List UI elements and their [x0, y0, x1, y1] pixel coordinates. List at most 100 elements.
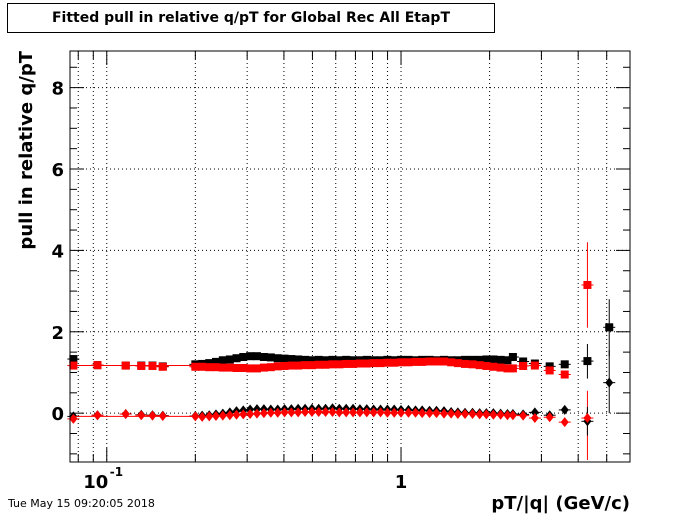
data-point [218, 363, 227, 372]
data-point [321, 406, 330, 417]
data-point [461, 408, 470, 419]
data-point [530, 407, 539, 418]
data-point [461, 355, 470, 364]
data-point [232, 409, 241, 420]
data-point [383, 407, 392, 418]
data-point [440, 357, 449, 366]
data-point [545, 412, 554, 423]
data-point [349, 359, 358, 368]
data-point [137, 410, 146, 421]
data-point [489, 409, 498, 420]
data-point [239, 363, 248, 372]
data-point [475, 355, 484, 364]
data-point [211, 411, 220, 422]
data-point [397, 358, 406, 367]
data-point [447, 358, 456, 367]
data-point [468, 408, 477, 419]
data-point [425, 408, 434, 419]
data-point [508, 353, 517, 362]
data-point [273, 362, 282, 371]
data-point [280, 407, 289, 418]
y-tick-label: 2 [51, 323, 64, 344]
data-point [397, 407, 406, 418]
data-point [447, 408, 456, 419]
data-point [148, 410, 157, 421]
data-point [294, 355, 303, 364]
chart-title: Fitted pull in relative q/pT for Global … [51, 10, 450, 26]
data-point [335, 360, 344, 369]
y-tick-label: 0 [51, 404, 64, 425]
data-point [246, 408, 255, 419]
data-point [404, 358, 413, 367]
data-point [239, 353, 248, 362]
data-point [369, 359, 378, 368]
data-point [301, 406, 310, 417]
data-point [383, 358, 392, 367]
data-point [287, 355, 296, 364]
data-point [508, 410, 517, 421]
data-point [583, 413, 592, 424]
data-point [252, 364, 261, 373]
y-axis-label: pull in relative q/pT [16, 50, 37, 249]
data-point [461, 359, 470, 368]
data-point [411, 407, 420, 418]
data-point [273, 407, 282, 418]
data-point [259, 353, 268, 362]
data-point [390, 407, 399, 418]
data-point [560, 360, 569, 369]
x-axis-label: pT/|q| (GeV/c) [491, 493, 630, 514]
data-point [232, 363, 241, 372]
data-point [545, 366, 554, 375]
data-point [294, 361, 303, 370]
y-tick-label: 8 [51, 79, 64, 100]
x-tick-label: 1 [395, 472, 408, 493]
timestamp: Tue May 15 09:20:05 2018 [8, 497, 155, 510]
data-point [425, 357, 434, 366]
data-point [545, 362, 554, 371]
data-point [605, 323, 614, 332]
data-point [246, 364, 255, 373]
x-tick-label: 10 [83, 472, 108, 493]
series-diamond-red [67, 406, 594, 428]
chart-title-box: Fitted pull in relative q/pT for Global … [7, 3, 495, 33]
data-point [468, 360, 477, 369]
data-point [404, 407, 413, 418]
data-point [314, 406, 323, 417]
data-point [418, 408, 427, 419]
data-point [453, 359, 462, 368]
data-point [225, 410, 234, 421]
data-point [362, 359, 371, 368]
data-point [482, 361, 491, 370]
data-point [519, 361, 528, 370]
data-point [314, 360, 323, 369]
data-point [321, 360, 330, 369]
data-point [218, 410, 227, 421]
data-point [560, 370, 569, 379]
data-point [307, 361, 316, 370]
data-point [328, 406, 337, 417]
data-point [252, 352, 261, 361]
data-point [335, 407, 344, 418]
data-point [605, 377, 614, 388]
data-point [475, 361, 484, 370]
data-point [259, 408, 268, 419]
data-point [232, 354, 241, 363]
data-point [411, 357, 420, 366]
data-point [307, 406, 316, 417]
data-point [287, 361, 296, 370]
data-point [205, 411, 214, 422]
data-point [335, 356, 344, 365]
data-point [252, 408, 261, 419]
data-point [198, 411, 207, 422]
data-point [440, 408, 449, 419]
data-point [519, 357, 528, 366]
data-point [273, 354, 282, 363]
data-point [432, 357, 441, 366]
data-point [560, 417, 569, 428]
data-point [489, 362, 498, 371]
data-point [376, 407, 385, 418]
data-point [328, 355, 337, 364]
data-point [369, 407, 378, 418]
data-point [508, 364, 517, 373]
